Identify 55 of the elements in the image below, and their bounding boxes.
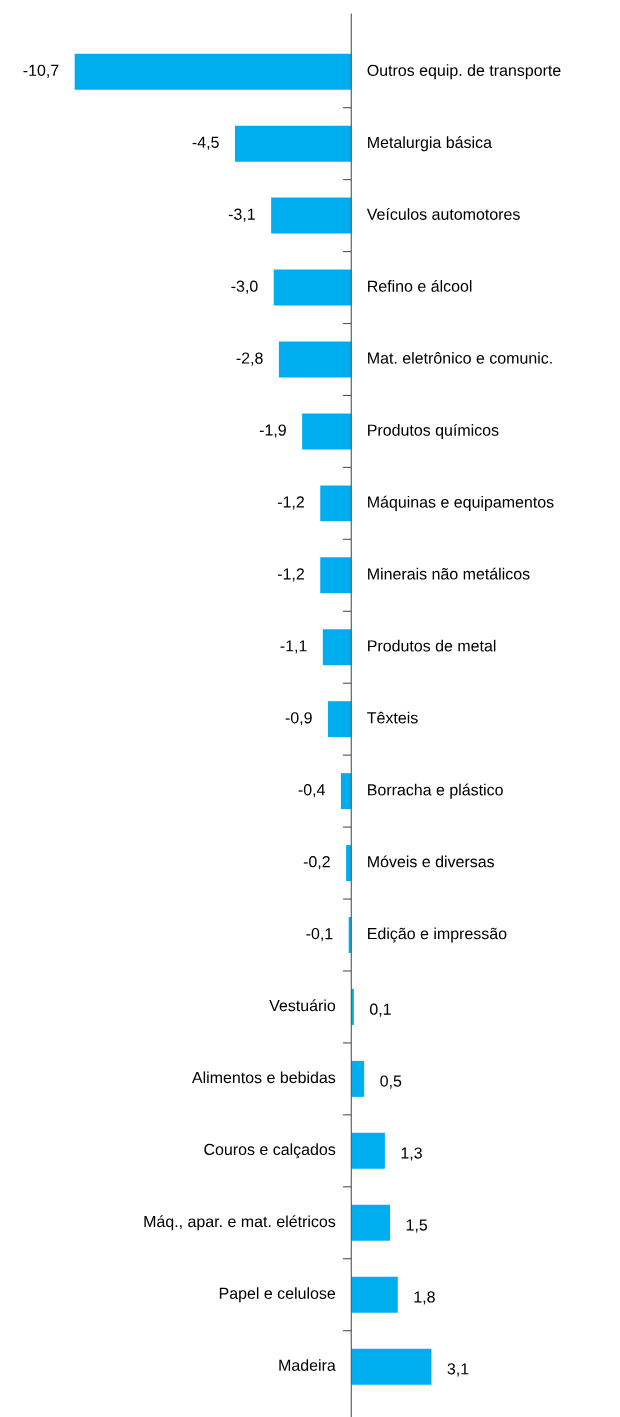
y-tick-label: Produtos de metal [368, 639, 496, 652]
data-label: -4,5 [192, 136, 219, 150]
y-tick-label: Minerais não metálicos [368, 567, 530, 580]
data-label: 1,8 [414, 1291, 435, 1305]
bar [351, 1204, 391, 1241]
bar [340, 773, 352, 810]
y-tick-label: Edição e impressão [368, 927, 507, 943]
bar [74, 53, 352, 90]
bar [278, 341, 352, 378]
data-label: -0,9 [285, 712, 312, 726]
data-label: 0,1 [369, 1003, 391, 1017]
data-label: -2,8 [236, 352, 263, 366]
data-label: -3,1 [228, 208, 255, 222]
y-tick-label: Borracha e plástico [368, 783, 503, 799]
y-tick-label: Alimentos e bebidas [191, 1071, 336, 1084]
data-label: -1,2 [277, 568, 304, 582]
y-tick-label: Vestuário [269, 999, 336, 1012]
y-tick-label: Produtos químicos [368, 423, 499, 439]
bar [271, 197, 352, 234]
data-label: -1,1 [280, 640, 307, 654]
y-tick-label: Papel e celulose [219, 1287, 336, 1303]
y-tick-label: Móveis e diversas [368, 855, 495, 868]
bar [351, 1276, 398, 1313]
data-label: -0,2 [303, 856, 330, 870]
data-label: 3,1 [447, 1363, 469, 1377]
data-label: -0,4 [298, 784, 325, 798]
data-label: -10,7 [23, 64, 59, 78]
data-label: 1,3 [401, 1147, 422, 1161]
data-label: -3,0 [231, 280, 258, 294]
y-tick-label: Couros e calçados [204, 1143, 336, 1159]
y-tick-label: Metalurgia básica [368, 136, 492, 152]
y-tick-label: Refino e álcool [368, 279, 472, 292]
bar [320, 485, 352, 522]
y-tick-label: Máquinas e equipamentos [368, 495, 554, 511]
data-label: -1,9 [259, 424, 286, 438]
y-tick-label: Têxteis [367, 711, 418, 724]
bar [273, 269, 352, 306]
data-label: 1,5 [406, 1219, 428, 1233]
y-tick-label: Veículos automotores [366, 207, 520, 220]
bar [351, 1348, 432, 1385]
bar [302, 413, 352, 450]
bar [351, 1060, 365, 1097]
data-label: -0,1 [306, 927, 333, 942]
bar [320, 557, 352, 594]
bar [346, 845, 352, 882]
y-tick-label: Máq., apar. e mat. elétricos [144, 1215, 336, 1231]
bar [351, 1132, 385, 1169]
y-tick-label: Madeira [279, 1359, 336, 1371]
y-tick-label: Mat. eletrônico e comunic. [368, 351, 552, 364]
bar [328, 701, 352, 738]
y-tick-label: Outros equip. de transporte [367, 64, 561, 80]
data-label: 0,5 [380, 1075, 402, 1089]
bar [322, 629, 352, 666]
data-label: -1,2 [277, 496, 304, 510]
bar [234, 125, 352, 162]
